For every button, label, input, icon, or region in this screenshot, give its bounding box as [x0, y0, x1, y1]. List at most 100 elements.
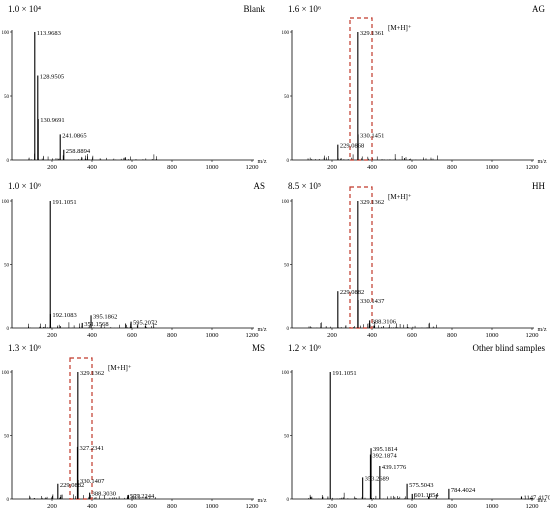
scale-label: 1.0 × 10⁴: [8, 4, 41, 14]
x-tick-label: 600: [127, 503, 137, 510]
x-tick-label: 200: [327, 332, 337, 339]
peak-label: 128.9505: [40, 74, 64, 81]
highlight-box: [349, 186, 373, 329]
x-tick-label: 1200: [246, 164, 259, 171]
peak-label: 351.1568: [84, 321, 108, 328]
peak-label: 439.1776: [382, 464, 407, 471]
x-tick-label: 800: [167, 503, 177, 510]
x-tick-label: 200: [327, 164, 337, 171]
peak-label: 229.0868: [340, 143, 364, 150]
peak-label: 392.1874: [372, 453, 397, 460]
y-tick-label: 100: [2, 371, 10, 376]
peak-label: 191.1051: [332, 370, 356, 377]
scale-label: 1.0 × 10⁶: [8, 181, 41, 191]
peak-label: 258.8894: [66, 148, 91, 155]
x-tick-label: 600: [407, 503, 417, 510]
x-tick-label: 1000: [206, 503, 219, 510]
x-tick-label: 200: [47, 503, 57, 510]
x-tick-label: 400: [87, 164, 97, 171]
peak-label: 330.1451: [360, 132, 384, 139]
x-axis-label: m/z: [538, 159, 547, 165]
peak-label: 1147.4170: [523, 494, 550, 501]
x-tick-label: 1200: [246, 332, 259, 339]
panel-title: Other blind samples: [473, 343, 546, 353]
peak-label: 229.0882: [60, 482, 84, 489]
y-tick-label: 100: [282, 31, 290, 36]
x-axis-label: m/z: [258, 327, 267, 333]
peak-label: 113.9683: [37, 30, 61, 37]
x-tick-label: 200: [47, 332, 57, 339]
x-tick-label: 200: [327, 503, 337, 510]
peak-label: 329.1362: [360, 199, 384, 206]
x-tick-label: 800: [167, 164, 177, 171]
panel-title: AG: [532, 4, 545, 14]
peak-label: 575.5043: [409, 482, 433, 489]
peak-label: 395.1814: [373, 446, 398, 453]
peak-label: 388.3106: [372, 318, 397, 325]
x-tick-label: 800: [167, 332, 177, 339]
x-tick-label: 600: [407, 164, 417, 171]
x-tick-label: 800: [447, 164, 457, 171]
y-tick-label: 50: [4, 264, 10, 269]
peak-label: 327.2341: [79, 445, 103, 452]
x-axis-label: m/z: [258, 159, 267, 165]
y-tick-label: 50: [284, 264, 290, 269]
panel-title: HH: [532, 181, 545, 191]
y-tick-label: 0: [287, 159, 290, 164]
peak-label: 229.0882: [340, 289, 364, 296]
peak-label: 353.2689: [365, 475, 389, 482]
highlight-box: [349, 17, 373, 161]
panel-title: AS: [253, 181, 265, 191]
x-axis-label: m/z: [538, 327, 547, 333]
scale-label: 1.6 × 10⁶: [288, 4, 321, 14]
y-tick-label: 100: [2, 200, 10, 205]
x-tick-label: 1000: [206, 164, 219, 171]
peak-label: 330.1407: [80, 478, 105, 485]
x-tick-label: 200: [47, 164, 57, 171]
scale-label: 8.5 × 10⁵: [288, 181, 321, 191]
scale-label: 1.3 × 10⁶: [8, 343, 41, 353]
x-tick-label: 400: [367, 503, 377, 510]
peak-label: 784.4024: [451, 487, 476, 494]
y-tick-label: 50: [284, 95, 290, 100]
y-tick-label: 0: [287, 498, 290, 503]
peak-label: 191.1051: [52, 199, 76, 206]
x-tick-label: 600: [127, 332, 137, 339]
x-tick-label: 1200: [526, 332, 539, 339]
y-tick-label: 100: [282, 200, 290, 205]
panel-title: Blank: [244, 4, 266, 14]
x-tick-label: 600: [407, 332, 417, 339]
peak-label: 329.1361: [360, 30, 384, 37]
x-tick-label: 1000: [486, 164, 499, 171]
y-tick-label: 0: [7, 327, 10, 332]
peak-label: 329.1362: [80, 370, 104, 377]
x-axis-label: m/z: [258, 498, 267, 504]
peak-label: 579.2244: [130, 493, 155, 500]
ion-annotation: [M+H]⁺: [388, 193, 412, 201]
x-tick-label: 600: [127, 164, 137, 171]
x-tick-label: 400: [87, 503, 97, 510]
x-tick-label: 1000: [206, 332, 219, 339]
peak-label: 192.1083: [52, 312, 76, 319]
scale-label: 1.2 × 10⁶: [288, 343, 321, 353]
x-tick-label: 800: [447, 332, 457, 339]
panel-title: MS: [252, 343, 265, 353]
peak-label: 388.3030: [92, 491, 116, 498]
peak-label: 395.1862: [93, 313, 117, 320]
y-tick-label: 50: [284, 435, 290, 440]
x-tick-label: 1200: [526, 503, 539, 510]
y-tick-label: 0: [7, 498, 10, 503]
peak-label: 595.2072: [133, 320, 157, 327]
highlight-box: [69, 357, 93, 500]
x-tick-label: 800: [447, 503, 457, 510]
y-tick-label: 100: [2, 31, 10, 36]
x-tick-label: 400: [87, 332, 97, 339]
x-tick-label: 1200: [526, 164, 539, 171]
x-tick-label: 400: [367, 332, 377, 339]
ion-annotation: [M+H]⁺: [388, 24, 412, 32]
ion-annotation: [M+H]⁺: [108, 364, 132, 372]
peak-label: 330.1437: [360, 298, 385, 305]
peak-label: 130.9691: [40, 117, 64, 124]
x-tick-label: 400: [367, 164, 377, 171]
